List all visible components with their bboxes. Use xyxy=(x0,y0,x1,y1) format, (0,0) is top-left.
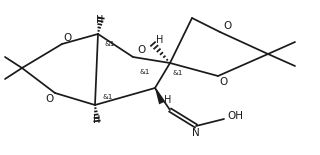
Text: H: H xyxy=(93,115,101,125)
Polygon shape xyxy=(155,88,165,104)
Text: &1: &1 xyxy=(103,94,113,100)
Text: H: H xyxy=(156,35,164,45)
Text: &1: &1 xyxy=(173,70,183,76)
Text: &1: &1 xyxy=(140,69,150,75)
Text: O: O xyxy=(224,21,232,31)
Text: H: H xyxy=(96,15,104,25)
Text: O: O xyxy=(137,45,145,55)
Text: &1: &1 xyxy=(105,41,115,47)
Text: N: N xyxy=(192,128,200,138)
Text: O: O xyxy=(46,94,54,104)
Text: H: H xyxy=(164,95,172,105)
Text: OH: OH xyxy=(227,111,243,121)
Text: O: O xyxy=(220,77,228,87)
Text: O: O xyxy=(63,33,71,43)
